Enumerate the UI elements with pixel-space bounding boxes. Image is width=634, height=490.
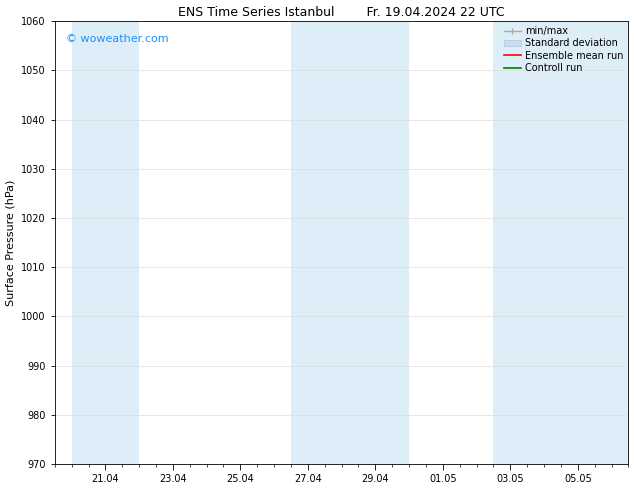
Bar — [291, 21, 358, 464]
Y-axis label: Surface Pressure (hPa): Surface Pressure (hPa) — [6, 179, 16, 306]
Bar — [72, 21, 139, 464]
Legend: min/max, Standard deviation, Ensemble mean run, Controll run: min/max, Standard deviation, Ensemble me… — [501, 24, 626, 75]
Title: ENS Time Series Istanbul        Fr. 19.04.2024 22 UTC: ENS Time Series Istanbul Fr. 19.04.2024 … — [178, 5, 505, 19]
Bar — [493, 21, 561, 464]
Bar — [358, 21, 409, 464]
Bar — [561, 21, 628, 464]
Text: © woweather.com: © woweather.com — [66, 34, 169, 45]
